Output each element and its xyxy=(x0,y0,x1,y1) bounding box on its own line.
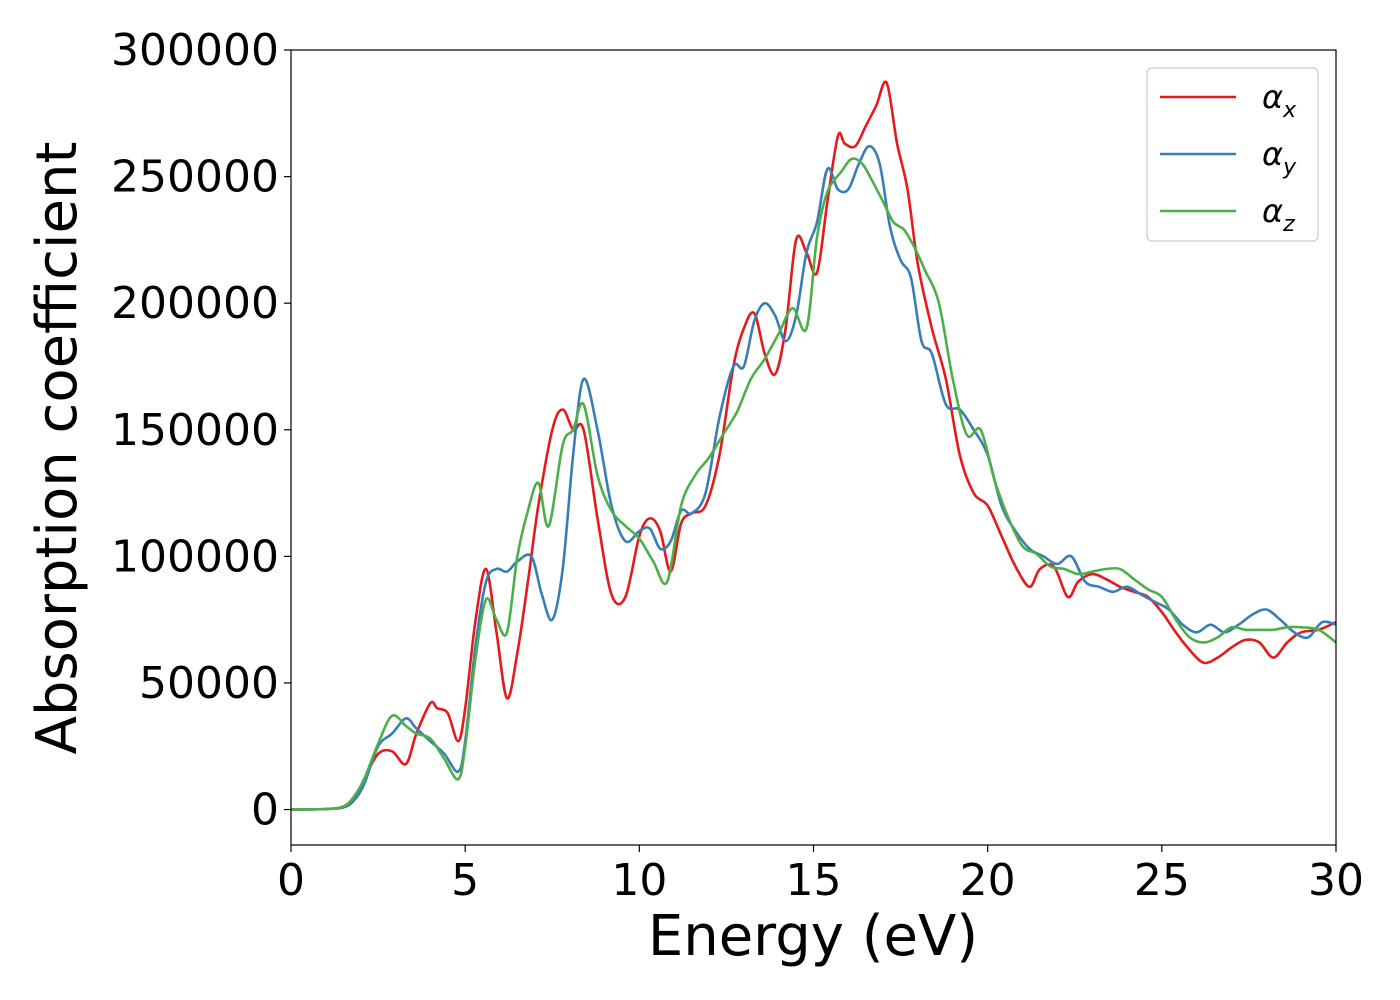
y-tick-label: 100000 xyxy=(111,531,279,582)
x-tick-label: 5 xyxy=(451,855,479,906)
series-layer xyxy=(290,80,1337,811)
x-tick-label: 20 xyxy=(960,855,1016,906)
legend-label-x: αx xyxy=(1262,78,1297,123)
legend: αx αy αz xyxy=(1146,67,1319,242)
y-axis: 0 50000 100000 150000 200000 250000 300000 xyxy=(111,25,291,836)
series-line-z xyxy=(290,157,1337,811)
y-tick-label: 0 xyxy=(251,785,279,836)
y-tick-label: 200000 xyxy=(111,278,279,329)
legend-label-y: αy xyxy=(1262,135,1297,180)
y-tick-label: 250000 xyxy=(111,152,279,203)
y-tick-label: 50000 xyxy=(139,658,279,709)
series-line-x xyxy=(290,80,1337,811)
legend-items: αx αy αz xyxy=(1160,78,1297,237)
y-tick-label: 150000 xyxy=(111,405,279,456)
series-line-y xyxy=(290,144,1337,811)
x-tick-label: 15 xyxy=(786,855,842,906)
x-tick-label: 30 xyxy=(1308,855,1364,906)
x-tick-label: 10 xyxy=(611,855,667,906)
y-tick-label: 300000 xyxy=(111,25,279,76)
x-tick-label: 0 xyxy=(277,855,305,906)
x-tick-label: 25 xyxy=(1134,855,1190,906)
legend-label-z: αz xyxy=(1262,192,1295,237)
x-axis-title: Energy (eV) xyxy=(648,904,978,969)
y-axis-title: Absorption coefficient xyxy=(25,142,90,755)
x-axis: 0 5 10 15 20 25 30 xyxy=(277,845,1364,906)
